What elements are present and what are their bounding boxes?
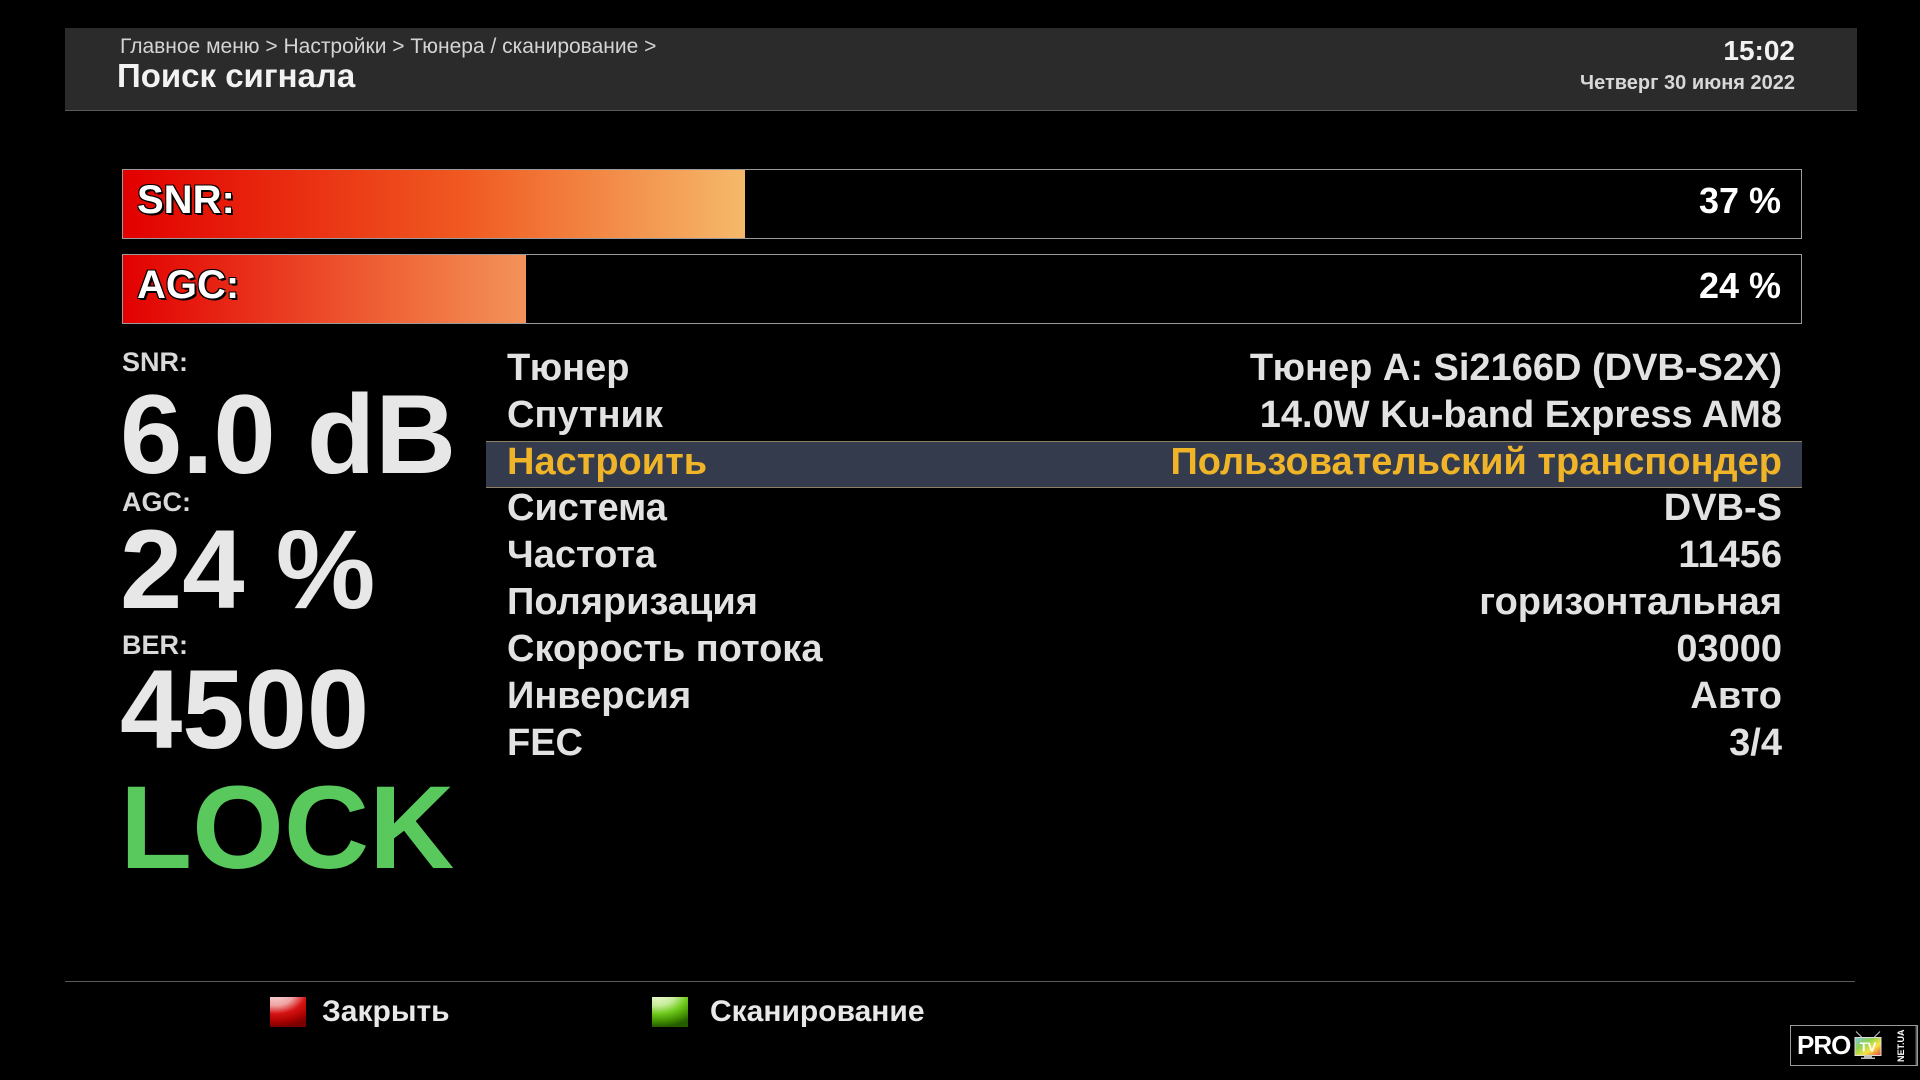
svg-text:TV: TV <box>1860 1040 1877 1055</box>
